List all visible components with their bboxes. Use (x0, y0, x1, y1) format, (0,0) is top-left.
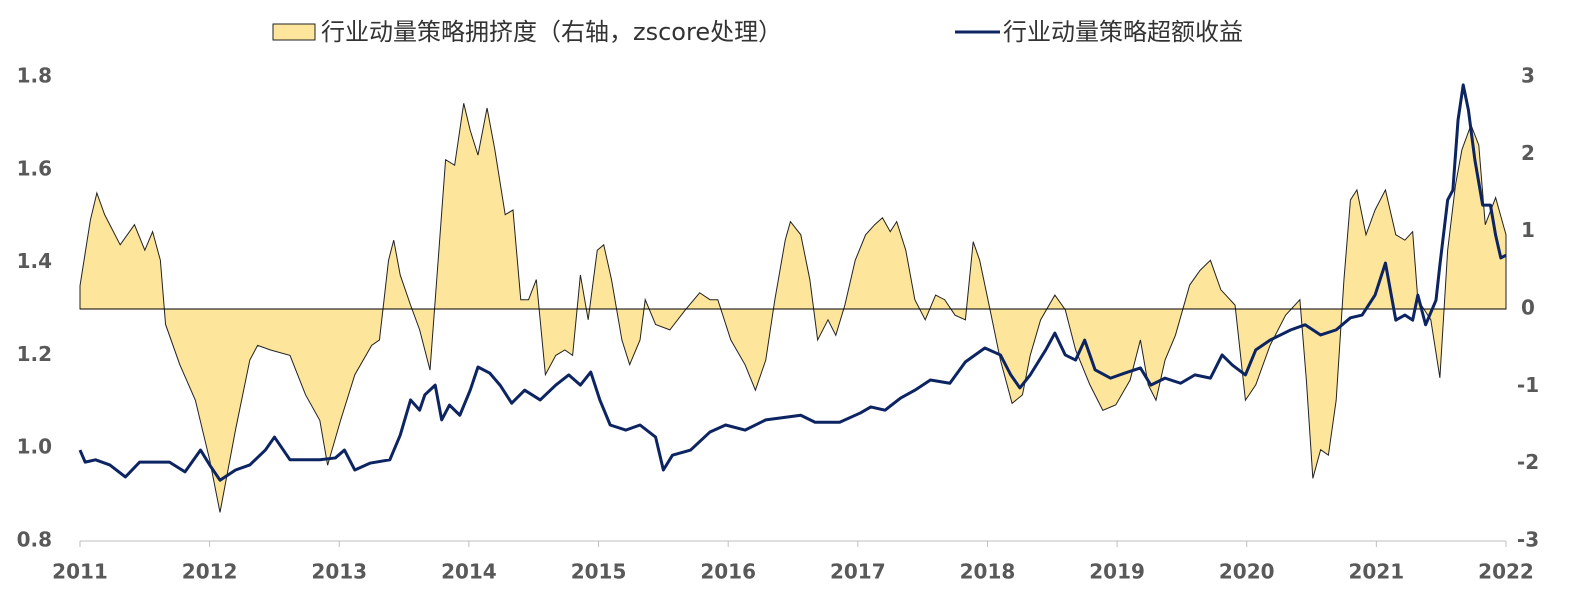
y2-tick-label: -3 (1517, 528, 1539, 552)
legend-label: 行业动量策略拥挤度（右轴，zscore处理） (321, 18, 782, 46)
x-tick-label: 2021 (1349, 560, 1405, 584)
y-tick-label: 1.8 (17, 64, 52, 88)
y2-tick-label: -2 (1517, 450, 1539, 474)
y2-tick-label: 2 (1521, 141, 1535, 165)
return-line (78, 83, 1507, 482)
x-tick-label: 2012 (182, 560, 238, 584)
y-tick-label: 1.2 (17, 342, 52, 366)
y-tick-label: 1.6 (17, 156, 52, 180)
legend-label: 行业动量策略超额收益 (1003, 18, 1243, 46)
y2-tick-label: -1 (1517, 373, 1539, 397)
x-tick-label: 2017 (830, 560, 886, 584)
legend-swatch (272, 23, 316, 41)
y2-tick-label: 1 (1521, 218, 1535, 242)
x-tick-label: 2013 (311, 560, 367, 584)
x-tick-label: 2014 (441, 560, 497, 584)
x-tick-label: 2020 (1219, 560, 1275, 584)
y2-tick-label: 3 (1521, 64, 1535, 88)
x-tick-label: 2022 (1478, 560, 1534, 584)
crowding-area (79, 103, 1507, 513)
x-tick-label: 2018 (960, 560, 1016, 584)
x-tick-label: 2015 (571, 560, 627, 584)
x-tick-label: 2011 (52, 560, 108, 584)
x-tick-label: 2016 (700, 560, 756, 584)
y-tick-label: 0.8 (17, 528, 52, 552)
y2-tick-label: 0 (1521, 296, 1535, 320)
y-tick-label: 1.4 (17, 249, 52, 273)
x-tick-label: 2019 (1089, 560, 1145, 584)
y-tick-label: 1.0 (17, 435, 52, 459)
